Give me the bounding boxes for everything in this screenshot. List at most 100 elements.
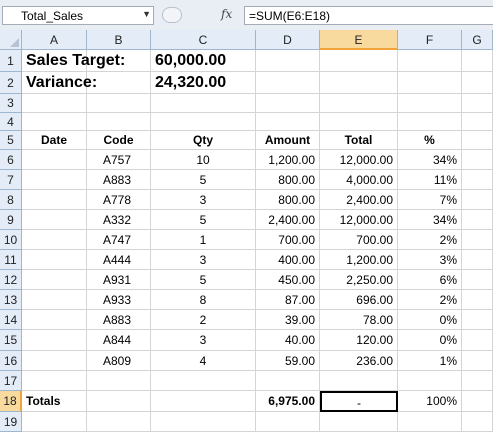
header-qty[interactable]: Qty	[151, 131, 256, 150]
cell-total[interactable]: 4,000.00	[320, 170, 398, 190]
grid-cell[interactable]	[22, 270, 87, 290]
header-total[interactable]: Total	[320, 131, 398, 150]
row-header-5[interactable]: 5	[0, 131, 22, 150]
grid-cell[interactable]	[462, 113, 493, 131]
cell-code[interactable]: A883	[87, 170, 151, 190]
column-header-c[interactable]: C	[151, 30, 256, 50]
cell-code[interactable]: A844	[87, 330, 151, 351]
totals-total-active-cell[interactable]: -	[320, 391, 398, 412]
cell-qty[interactable]: 1	[151, 230, 256, 250]
grid-cell[interactable]	[22, 310, 87, 330]
totals-amount[interactable]: 6,975.00	[256, 391, 320, 412]
grid-cell[interactable]	[22, 113, 87, 131]
grid-cell[interactable]	[462, 150, 493, 170]
cell-total[interactable]: 2,400.00	[320, 190, 398, 210]
grid-cell[interactable]	[462, 270, 493, 290]
grid-cell[interactable]	[22, 290, 87, 310]
grid-cell[interactable]	[398, 371, 462, 391]
row-header-1[interactable]: 1	[0, 50, 22, 72]
column-header-b[interactable]: B	[87, 30, 151, 50]
cell-pct[interactable]: 2%	[398, 290, 462, 310]
row-header-8[interactable]: 8	[0, 190, 22, 210]
cell-amount[interactable]: 800.00	[256, 170, 320, 190]
cell-pct[interactable]: 2%	[398, 230, 462, 250]
row-header-17[interactable]: 17	[0, 371, 22, 391]
grid-cell[interactable]	[462, 230, 493, 250]
totals-label[interactable]: Totals	[22, 391, 87, 412]
cell-total[interactable]: 78.00	[320, 310, 398, 330]
header-amount[interactable]: Amount	[256, 131, 320, 150]
cell-pct[interactable]: 0%	[398, 330, 462, 351]
cell-code[interactable]: A444	[87, 250, 151, 270]
cell-code[interactable]: A883	[87, 310, 151, 330]
cell-total[interactable]: 12,000.00	[320, 210, 398, 230]
grid-cell[interactable]	[462, 170, 493, 190]
grid-cell[interactable]	[462, 131, 493, 150]
cell-qty[interactable]: 5	[151, 210, 256, 230]
cell-qty[interactable]: 2	[151, 310, 256, 330]
grid-cell[interactable]	[87, 391, 151, 412]
cell-pct[interactable]: 7%	[398, 190, 462, 210]
column-header-a[interactable]: A	[22, 30, 87, 50]
cell-total[interactable]: 696.00	[320, 290, 398, 310]
grid-cell[interactable]	[462, 190, 493, 210]
cell-qty[interactable]: 3	[151, 190, 256, 210]
cell-total[interactable]: 700.00	[320, 230, 398, 250]
row-header-4[interactable]: 4	[0, 113, 22, 131]
grid-cell[interactable]	[398, 72, 462, 94]
row-header-15[interactable]: 15	[0, 330, 22, 351]
cell-amount[interactable]: 39.00	[256, 310, 320, 330]
grid-cell[interactable]	[256, 371, 320, 391]
grid-cell[interactable]	[256, 72, 320, 94]
header-code[interactable]: Code	[87, 131, 151, 150]
row-header-6[interactable]: 6	[0, 150, 22, 170]
cell-code[interactable]: A332	[87, 210, 151, 230]
cell-qty[interactable]: 3	[151, 250, 256, 270]
grid-cell[interactable]	[22, 150, 87, 170]
grid-cell[interactable]	[462, 290, 493, 310]
grid-cell[interactable]	[398, 412, 462, 432]
grid-cell[interactable]	[462, 210, 493, 230]
grid-cell[interactable]	[320, 94, 398, 113]
row-header-19[interactable]: 19	[0, 412, 22, 432]
grid-cell[interactable]	[462, 351, 493, 371]
grid-cell[interactable]	[87, 72, 151, 94]
cell-amount[interactable]: 87.00	[256, 290, 320, 310]
grid-cell[interactable]	[462, 391, 493, 412]
grid-cell[interactable]	[320, 50, 398, 72]
row-header-10[interactable]: 10	[0, 230, 22, 250]
grid-cell[interactable]	[151, 94, 256, 113]
row-header-3[interactable]: 3	[0, 94, 22, 113]
variance-label[interactable]: Variance:	[22, 72, 97, 94]
cell-amount[interactable]: 450.00	[256, 270, 320, 290]
cell-qty[interactable]: 5	[151, 270, 256, 290]
cell-amount[interactable]: 2,400.00	[256, 210, 320, 230]
cell-code[interactable]: A931	[87, 270, 151, 290]
cell-qty[interactable]: 3	[151, 330, 256, 351]
cell-amount[interactable]: 1,200.00	[256, 150, 320, 170]
cell-code[interactable]: A933	[87, 290, 151, 310]
totals-pct[interactable]: 100%	[398, 391, 462, 412]
cell-code[interactable]: A747	[87, 230, 151, 250]
grid-cell[interactable]	[22, 210, 87, 230]
variance-value[interactable]: 24,320.00	[151, 72, 256, 94]
grid-cell[interactable]	[22, 230, 87, 250]
grid-cell[interactable]	[462, 310, 493, 330]
row-header-7[interactable]: 7	[0, 170, 22, 190]
grid-cell[interactable]	[22, 94, 87, 113]
cell-pct[interactable]: 1%	[398, 351, 462, 371]
column-header-g[interactable]: G	[462, 30, 493, 50]
column-header-f[interactable]: F	[398, 30, 462, 50]
cell-amount[interactable]: 800.00	[256, 190, 320, 210]
grid-cell[interactable]	[398, 113, 462, 131]
grid-cell[interactable]	[256, 50, 320, 72]
cell-pct[interactable]: 3%	[398, 250, 462, 270]
cell-code[interactable]: A809	[87, 351, 151, 371]
grid-cell[interactable]	[462, 250, 493, 270]
grid-cell[interactable]	[462, 94, 493, 113]
cell-pct[interactable]: 11%	[398, 170, 462, 190]
row-header-12[interactable]: 12	[0, 270, 22, 290]
grid-cell[interactable]	[22, 250, 87, 270]
sales-target-value[interactable]: 60,000.00	[151, 50, 256, 72]
grid-cell[interactable]	[87, 412, 151, 432]
